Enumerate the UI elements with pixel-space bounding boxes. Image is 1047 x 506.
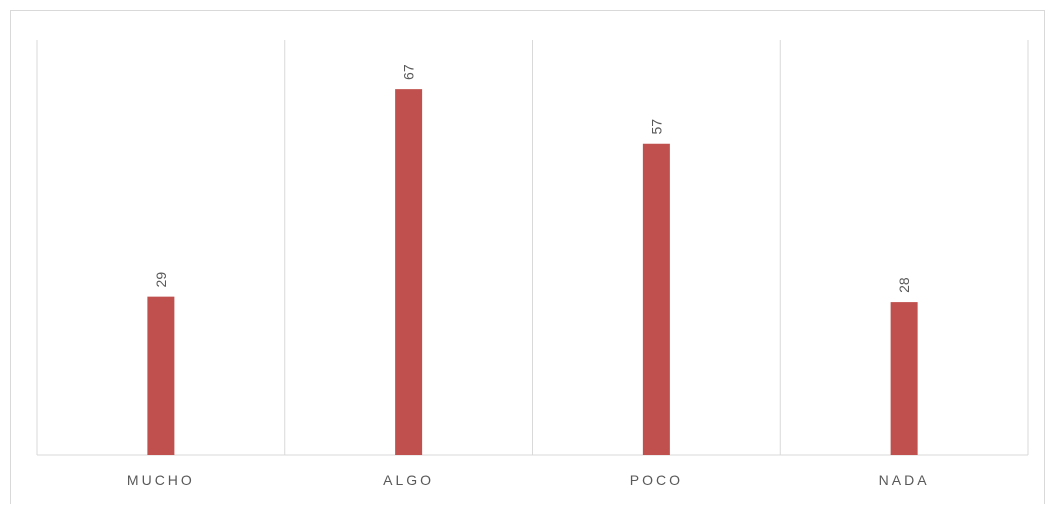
x-tick-labels-group: MUCHO ALGO POCO NADA <box>127 472 930 488</box>
x-tick-label-algo: ALGO <box>383 472 434 488</box>
x-tick-label-poco: POCO <box>630 472 683 488</box>
data-labels-group: 29 67 57 28 <box>153 64 912 293</box>
chart-frame <box>10 10 1045 504</box>
data-label-poco: 57 <box>648 119 664 135</box>
data-label-algo: 67 <box>401 64 417 80</box>
data-label-mucho: 29 <box>153 272 169 288</box>
data-label-nada: 28 <box>896 277 912 293</box>
bar-algo <box>395 89 423 455</box>
x-tick-label-nada: NADA <box>879 472 930 488</box>
x-tick-label-mucho: MUCHO <box>127 472 195 488</box>
bar-nada <box>890 302 918 455</box>
category-gridlines <box>36 40 1029 455</box>
bar-mucho <box>147 296 175 455</box>
bars-group <box>147 89 918 455</box>
bar-poco <box>642 143 670 455</box>
